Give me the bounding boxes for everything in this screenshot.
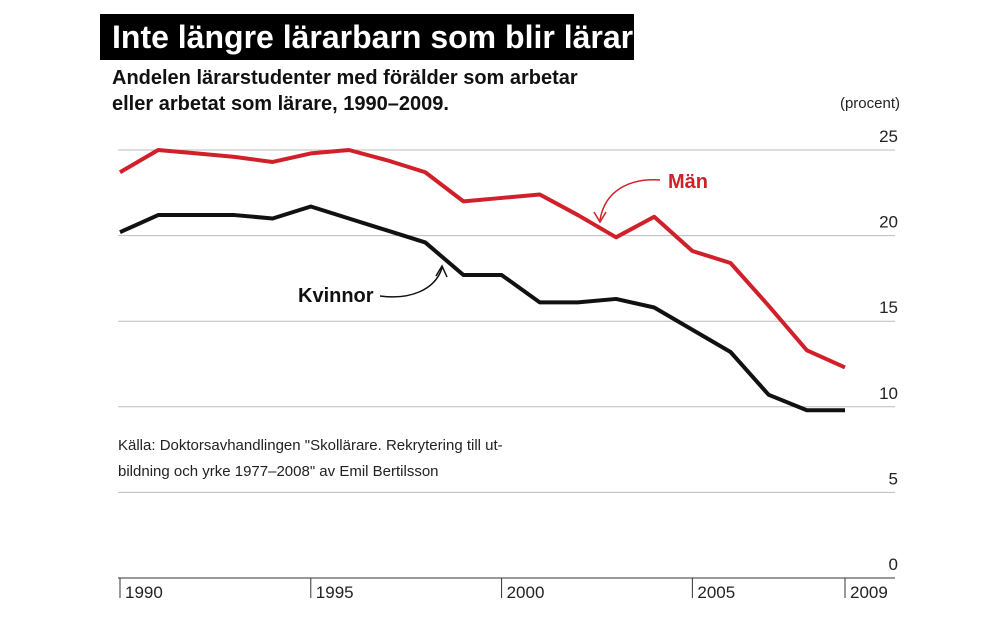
y-tick-label: 20 xyxy=(879,213,898,232)
series-line xyxy=(118,148,846,370)
y-tick-label: 25 xyxy=(879,127,898,146)
x-tick-label: 2009 xyxy=(850,583,888,602)
chart-title: Inte längre lärarbarn som blir lärare xyxy=(112,19,651,55)
y-axis-label: (procent) xyxy=(840,95,900,112)
x-tick-label: 1995 xyxy=(316,583,354,602)
series-label: Män xyxy=(668,171,708,193)
x-tick-label: 2005 xyxy=(697,583,735,602)
subtitle: Andelen lärarstudenter med förälder som … xyxy=(112,67,578,89)
subtitle: eller arbetat som lärare, 1990–2009. xyxy=(112,93,449,115)
annotation-arrow xyxy=(599,179,661,221)
title-box xyxy=(100,14,634,60)
y-tick-label: 10 xyxy=(879,384,898,403)
source: bildning och yrke 1977–2008" av Emil Ber… xyxy=(118,463,439,480)
x-tick-label: 2000 xyxy=(507,583,545,602)
annotation-arrowhead xyxy=(593,211,607,224)
series-line xyxy=(119,204,845,413)
y-tick-label: 15 xyxy=(879,298,898,317)
x-tick-label: 1990 xyxy=(125,583,163,602)
source: Källa: Doktorsavhandlingen "Skollärare. … xyxy=(118,437,503,454)
y-tick-label: 5 xyxy=(889,469,898,488)
y-tick-label: 0 xyxy=(889,555,898,574)
series-label: Kvinnor xyxy=(298,285,374,307)
annotation-arrow xyxy=(379,267,443,298)
annotation-arrowhead xyxy=(435,264,448,278)
